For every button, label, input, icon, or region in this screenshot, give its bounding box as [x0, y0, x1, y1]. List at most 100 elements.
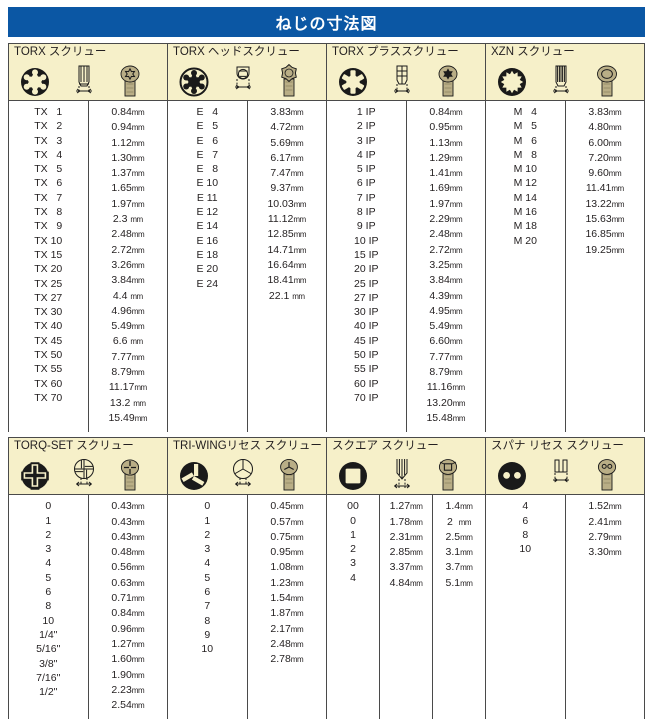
dimension-cell: 3.25mm [409, 258, 484, 273]
dimension-value: 0.95 [429, 121, 450, 134]
size-cell: E 5 [196, 120, 219, 133]
section-icon-row [332, 59, 485, 99]
dimension-value: 1.13 [429, 136, 450, 149]
dimension-cell: 0.43mm [91, 530, 166, 545]
unit-label: mm [449, 337, 463, 347]
size-cell: M 12 [513, 177, 537, 190]
size-cell: 6 [204, 586, 211, 599]
unit-label: mm [458, 517, 472, 527]
unit-label: mm [293, 260, 307, 270]
dimension-cell: 1.23mm [250, 576, 325, 591]
section-block-square-screw: スクエア スクリュー 00 0 1 2 3 4 1.27mm 1.78mm 2.31mm 2.85… [327, 438, 486, 719]
size-cell: 60 IP [353, 377, 379, 390]
size-cell: TX 27 [34, 291, 63, 304]
torx-screw-head-icon [116, 63, 144, 99]
dimension-value: 1.60 [111, 653, 132, 666]
dimension-value: 2.54 [111, 699, 132, 712]
section-icon-row [173, 453, 326, 493]
unit-label: mm [131, 153, 145, 163]
torx-plus-recess-icon [336, 65, 370, 99]
dimension-cell: 3.30mm [568, 545, 643, 560]
dimension-cell: 0.84mm [409, 105, 484, 120]
dimension-cell: 13.20mm [409, 396, 484, 411]
size-cell: 40 IP [353, 320, 379, 333]
dimension-value: 22.1 [268, 289, 293, 302]
unit-label: mm [608, 123, 622, 133]
dimension-value: 0.96 [111, 622, 132, 635]
dimension-value: 19.25 [585, 243, 612, 256]
section-icon-row [491, 453, 644, 493]
section-table-torx-plus-screw: 1 IP 2 IP 3 IP 4 IP 5 IP 6 IP 7 IP 8 IP 9 IP 10 I… [327, 101, 486, 433]
dimension-cell: 2.3 mm [91, 212, 166, 227]
torq-set-cross-recess-icon [18, 459, 52, 493]
section-table-spanner-screw: 4 6 8 10 1.52mm 2.41mm 2.79mm 3.30mm [486, 495, 644, 719]
dimension-cell: 3.84mm [409, 273, 484, 288]
dimension-value: 1.97 [429, 197, 450, 210]
size-cell: E 11 [196, 191, 218, 204]
size-cell: TX 70 [34, 391, 63, 404]
dimension-cell: 1.97mm [91, 197, 166, 212]
section-title: スパナ リセス スクリュー [491, 440, 624, 453]
unit-label: mm [133, 398, 146, 408]
size-cell: M 4 [513, 106, 537, 118]
unit-label: mm [131, 184, 145, 194]
dimension-cell: 9.37mm [250, 181, 325, 196]
dimension-value: 3.84 [429, 274, 450, 287]
dimension-cell: 2.85mm [382, 545, 430, 560]
torx-plus-bit-dimension-icon [386, 63, 418, 99]
dimension-value: 2.29 [429, 213, 450, 226]
dimension-value: 6.60 [429, 335, 450, 348]
table-column-size: TX 1 TX 2 TX 3 TX 4 TX 5 TX 6 TX 7 TX 8 TX 9 TX 1… [9, 101, 88, 432]
unit-label: mm [460, 578, 473, 588]
unit-label: mm [290, 609, 304, 619]
size-cell: 6 [522, 514, 529, 527]
dimension-value: 5.1 [445, 576, 461, 589]
table-column-dim: 0.84mm 0.95mm 1.13mm 1.29mm 1.41mm 1.69mm 1.97… [405, 101, 486, 433]
unit-label: mm [410, 548, 423, 558]
dimension-cell: 4.4 mm [91, 289, 166, 304]
dimension-cell: 15.49mm [91, 411, 166, 426]
dimension-value: 13.22 [585, 197, 612, 210]
size-cell: 55 IP [353, 363, 379, 376]
dimension-cell: 8.79mm [409, 365, 484, 380]
unit-label: mm [290, 108, 304, 117]
unit-label: mm [290, 594, 304, 604]
unit-label: mm [449, 230, 463, 240]
dimension-cell: 13.2 mm [91, 396, 166, 411]
size-cell: E 6 [196, 134, 219, 147]
size-cell: TX 4 [34, 148, 63, 161]
section-block-tri-wing-screw: TRI-WINGリセス スクリュー 0 1 2 3 4 5 6 7 8 9 10 0.45mm 0.57… [168, 438, 327, 719]
size-cell: 3 [350, 557, 356, 570]
size-cell: 2 [350, 543, 356, 556]
dimension-value: 1.78 [389, 515, 411, 528]
size-cell: 8 [45, 600, 52, 613]
dimension-value: 1.90 [111, 668, 132, 681]
dimension-value: 0.84 [111, 106, 132, 118]
section-table-torq-set-screw: 0 1 2 3 4 5 6 8 10 1/4" 5/16" 3/8" 7/16" 1/2" 0.43mm 0.… [9, 495, 167, 719]
dimension-value: 3.37 [389, 561, 411, 574]
dimension-value: 0.63 [111, 576, 132, 589]
dimension-cell: 3.1mm [435, 545, 483, 560]
unit-label: mm [293, 230, 307, 240]
unit-label: mm [449, 123, 463, 133]
dimension-cell: 2.41mm [568, 515, 643, 530]
dimension-cell: 4.39mm [409, 289, 484, 304]
size-cell: TX 8 [34, 206, 63, 219]
unit-label: mm [449, 215, 463, 225]
table-column-size: 0 1 2 3 4 5 6 7 8 9 10 [168, 495, 247, 719]
size-cell: 4 IP [356, 148, 376, 161]
size-cell: 8 IP [356, 206, 376, 219]
section-icon-row [14, 59, 167, 99]
unit-label: mm [449, 291, 463, 301]
dimension-value: 3.7 [445, 561, 461, 574]
dimension-value: 7.77 [111, 350, 132, 363]
dimension-value: 1.87 [270, 607, 291, 620]
dimension-cell: 0.45mm [250, 499, 325, 514]
size-cell: 0 [45, 500, 52, 513]
dimension-value: 5.49 [111, 320, 132, 333]
size-cell: E 10 [196, 177, 219, 190]
spanner-two-hole-recess-icon [495, 459, 529, 493]
dimension-cell: 8.79mm [91, 365, 166, 380]
section-header-torq-set-screw: TORQ-SET スクリュー [9, 438, 167, 496]
